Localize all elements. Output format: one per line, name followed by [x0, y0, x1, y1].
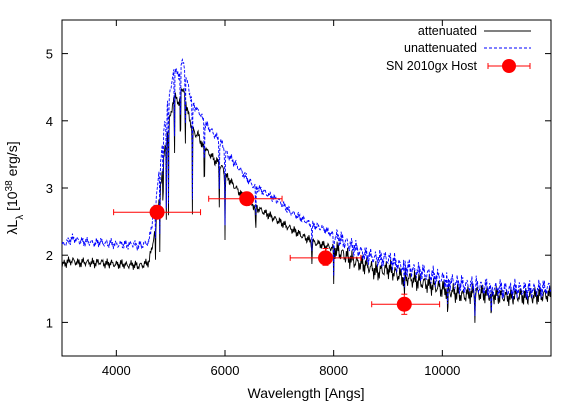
x-tick-label: 8000 [319, 363, 348, 378]
x-tick-label: 10000 [424, 363, 460, 378]
legend: attenuated unattenuated SN 2010gx Host [386, 24, 531, 73]
sn-host-marker [396, 296, 412, 312]
sn-host-point [208, 191, 283, 207]
plot-frame [61, 19, 552, 357]
x-tick-label: 4000 [102, 363, 131, 378]
sn-host-marker [239, 191, 255, 207]
legend-label-attenuated: attenuated [418, 24, 477, 38]
legend-label-sn-host: SN 2010gx Host [386, 59, 478, 73]
y-tick-label: 1 [46, 315, 53, 330]
legend-swatch-sn-host-marker [502, 59, 516, 73]
y-tick-label: 3 [46, 181, 53, 196]
series-line-unattenuated [62, 58, 551, 316]
x-axis-label: Wavelength [Angs] [248, 385, 365, 401]
sn-host-point [289, 247, 362, 266]
points-layer [113, 191, 441, 315]
x-tick-label: 6000 [211, 363, 240, 378]
legend-label-unattenuated: unattenuated [404, 41, 477, 55]
y-tick-label: 5 [46, 47, 53, 62]
y-axis-label: λLλ [1038 erg/s] [4, 141, 26, 234]
series-layer [62, 58, 551, 323]
sn-host-point [113, 204, 202, 220]
y-tick-label: 4 [46, 114, 53, 129]
sn-host-marker [318, 250, 334, 266]
y-tick-label: 2 [46, 248, 53, 263]
sn-host-point [371, 293, 441, 315]
axis-ticks: 4000 6000 8000 10000 1 2 3 4 5 [46, 20, 551, 378]
sn-host-marker [149, 204, 165, 220]
series-line-attenuated [62, 87, 551, 323]
